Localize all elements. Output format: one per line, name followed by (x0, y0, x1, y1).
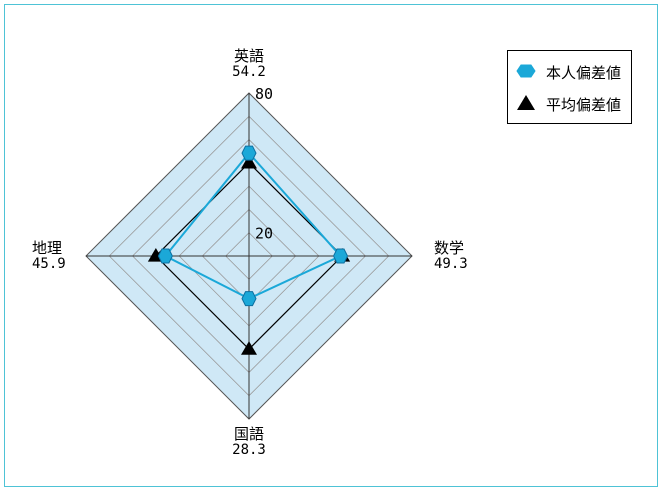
self-marker-hexagon (332, 248, 349, 264)
hexagon-marker-icon (516, 64, 536, 78)
self-marker-hexagon (241, 291, 257, 307)
average-marker-triangle (241, 341, 257, 355)
axis-label-right: 数学 49.3 (434, 239, 468, 272)
legend-label-average: 平均偏差値 (546, 96, 622, 114)
axis-label-left: 地理 45.9 (32, 239, 66, 272)
axis-label-bottom: 国語 28.3 (232, 425, 266, 458)
triangle-marker-icon (517, 95, 535, 110)
self-marker-hexagon (157, 248, 173, 264)
tick-label: 80 (255, 85, 273, 103)
legend-item-average: 平均偏差値 (508, 92, 631, 114)
legend-label-self: 本人偏差値 (546, 64, 622, 82)
tick-label: 20 (255, 225, 273, 243)
self-marker-hexagon (241, 145, 257, 161)
legend-item-self: 本人偏差値 (508, 60, 631, 82)
average-marker-triangle (241, 154, 257, 169)
legend: 本人偏差値 平均偏差値 (507, 50, 632, 124)
axis-label-top: 英語 54.2 (232, 47, 266, 80)
